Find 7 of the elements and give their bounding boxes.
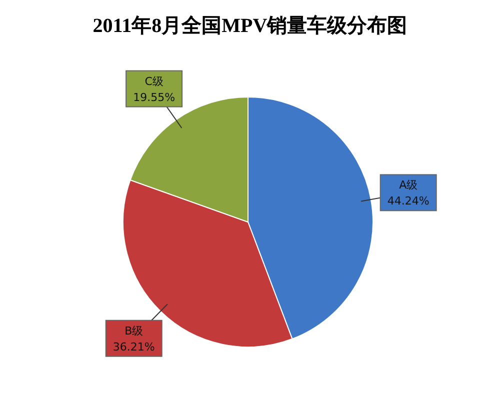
data-label: 44.24% [387, 194, 430, 208]
data-label: 19.55% [133, 90, 176, 104]
data-label: 36.21% [112, 340, 155, 354]
chart-title: 2011年8月全国MPV销量车级分布图 [92, 14, 408, 39]
slice-label: C级 [144, 74, 164, 88]
slice-label: B级 [124, 324, 144, 338]
slice-label: A级 [399, 178, 418, 192]
